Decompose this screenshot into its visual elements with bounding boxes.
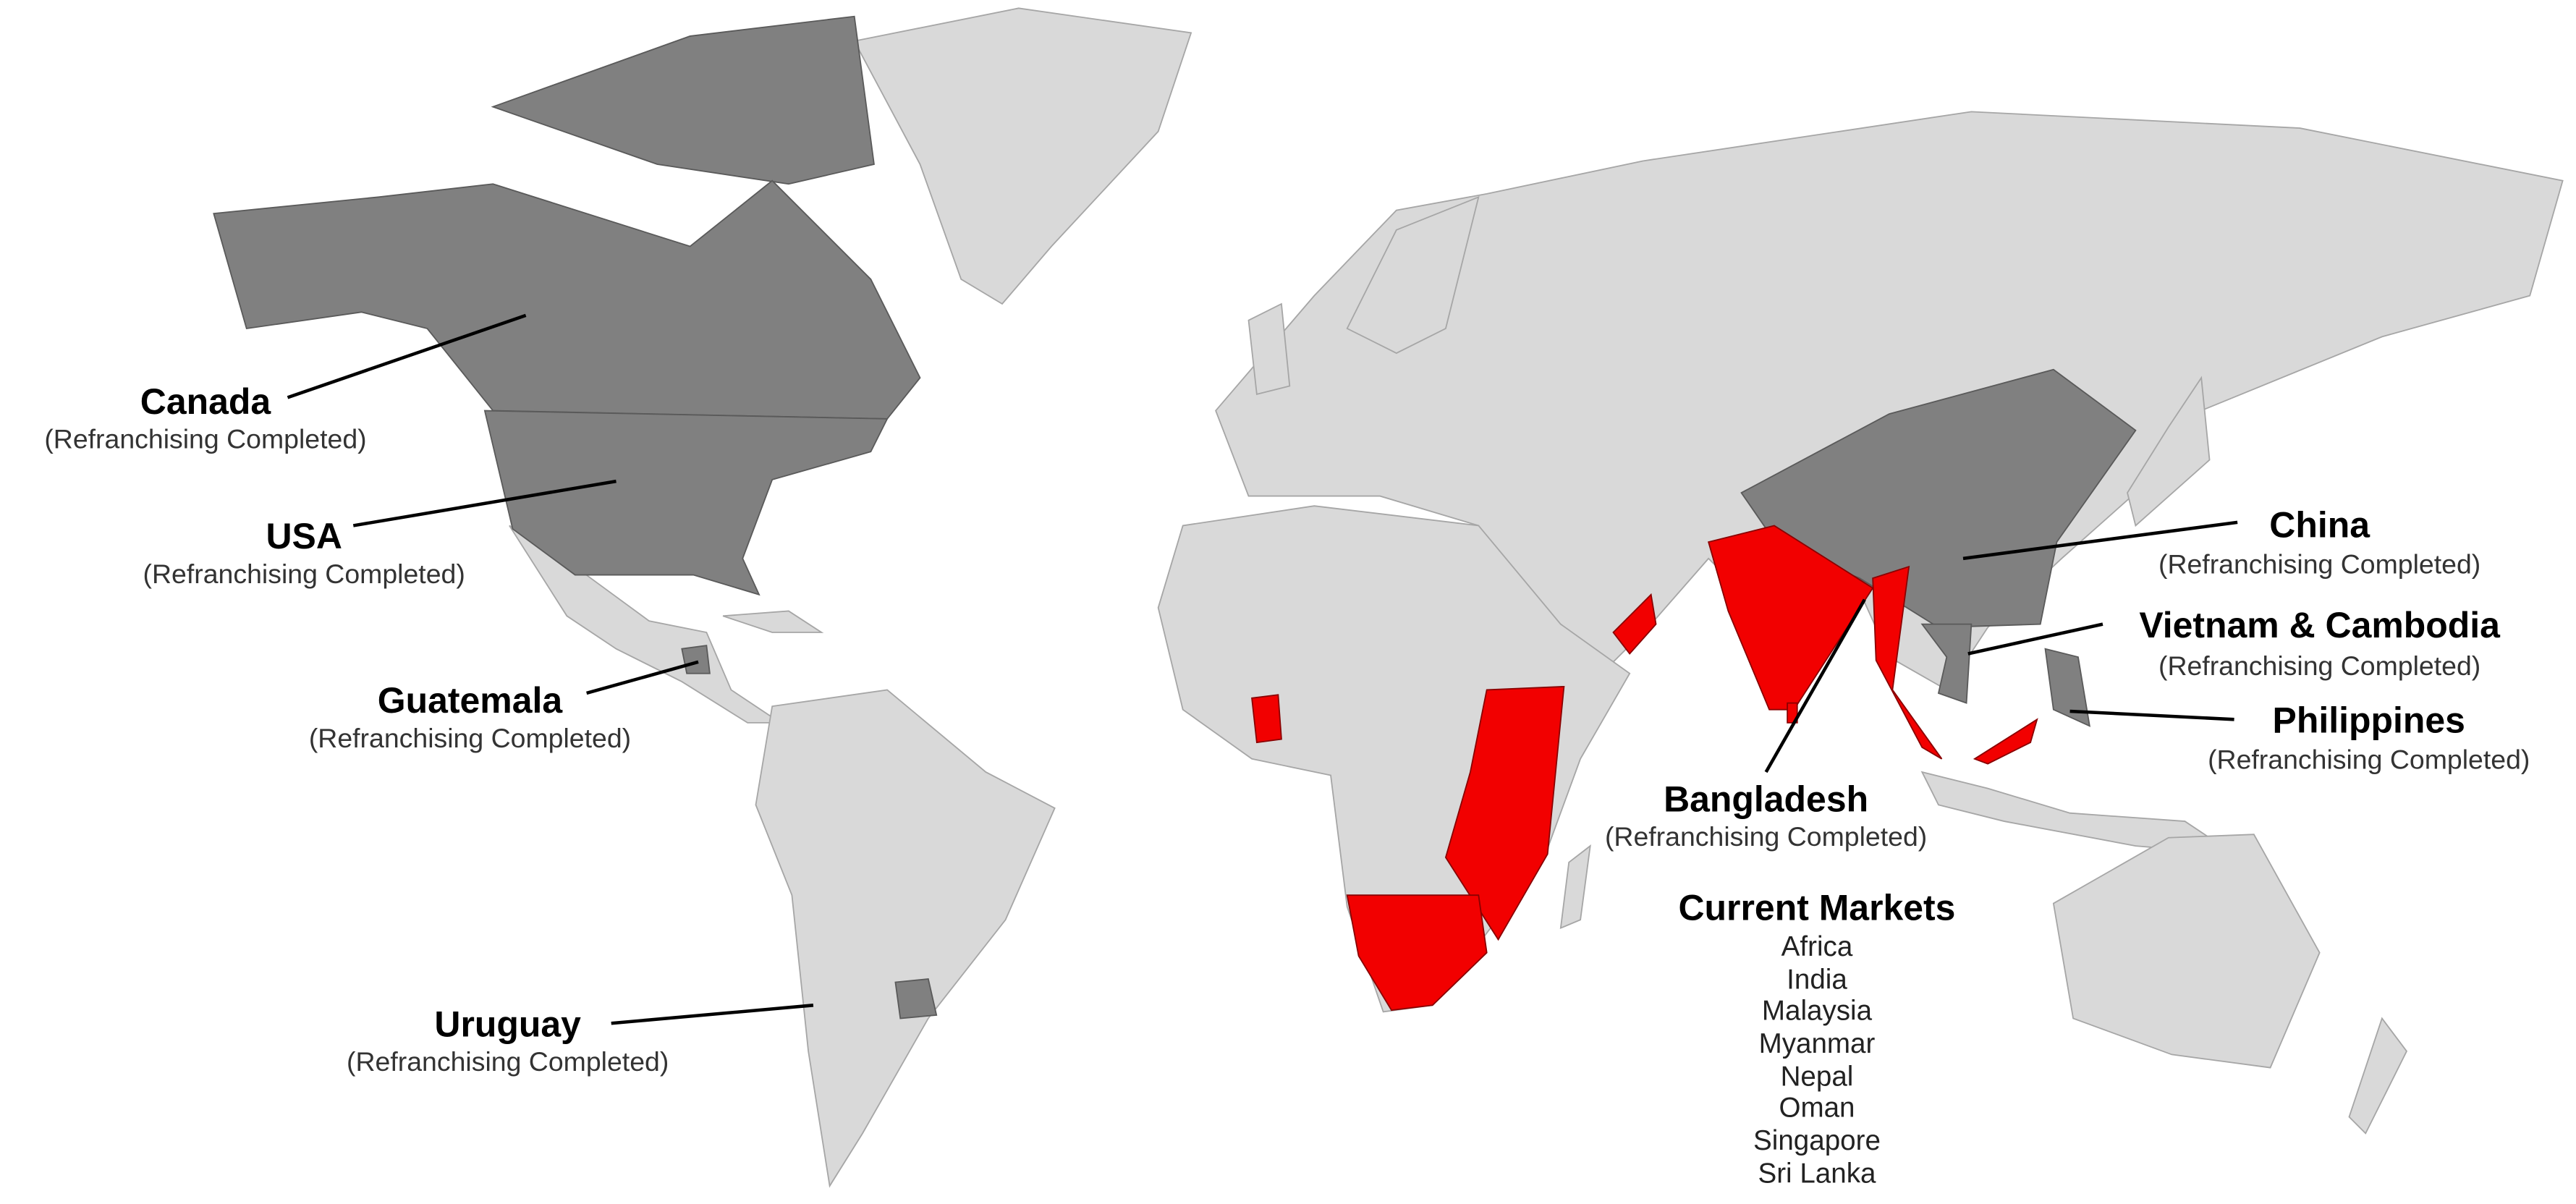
sri-lanka [1787,702,1798,724]
label-status: (Refranchising Completed) [44,424,366,454]
label-canada: Canada (Refranchising Completed) [44,381,366,454]
ghana [1251,694,1282,744]
market-item: Africa [1781,931,1853,962]
vietnam-leader-line [1967,622,2103,656]
malaysia [1973,718,2038,765]
new-zealand [2348,1017,2408,1135]
market-item: Oman [1779,1093,1855,1124]
label-name: USA [266,516,342,556]
label-status: (Refranchising Completed) [347,1046,669,1077]
label-name: Uruguay [434,1004,581,1044]
canada-arctic-islands [491,15,875,185]
label-name: Vietnam & Cambodia [2139,605,2501,645]
label-vietnam-cambodia: Vietnam & Cambodia (Refranchising Comple… [2139,605,2501,681]
usa [483,410,889,596]
market-item: India [1787,965,1847,996]
market-item: Sri Lanka [1758,1158,1876,1189]
market-item: Nepal [1781,1061,1854,1093]
label-name: China [2269,504,2370,545]
label-status: (Refranchising Completed) [2158,548,2480,579]
label-name: Bangladesh [1664,779,1868,819]
caribbean [722,610,824,633]
uruguay-leader-line [611,1004,814,1025]
uruguay [894,978,938,1019]
east-africa [1444,685,1565,941]
label-status: (Refranchising Completed) [1605,821,1927,852]
current-market-countries [1251,525,2038,1012]
label-guatemala: Guatemala (Refranchising Completed) [309,680,631,753]
label-status: (Refranchising Completed) [143,559,465,589]
oman [1612,593,1657,655]
bangladesh-leader-line [1764,598,1866,773]
usa-leader-line [352,479,617,527]
label-status: (Refranchising Completed) [2158,650,2480,681]
scandinavia [1346,195,1480,355]
australia [2052,834,2321,1069]
guatemala [681,645,711,674]
label-china: China (Refranchising Completed) [2158,504,2480,579]
current-markets-legend: Current Markets Africa India Malaysia My… [1678,887,1955,1189]
label-status: (Refranchising Completed) [309,723,631,753]
southern-africa [1346,894,1488,1012]
label-name: Philippines [2273,700,2465,740]
philippines-leader-line [2069,709,2234,721]
vietnam-cambodia [1920,623,1973,704]
market-item: Singapore [1753,1125,1881,1156]
label-philippines: Philippines (Refranchising Completed) [2208,700,2530,774]
guatemala-leader-line [586,660,699,695]
label-uruguay: Uruguay (Refranchising Completed) [347,1004,669,1077]
philippines [2044,648,2090,727]
south-america [755,689,1056,1188]
canada-leader-line [287,313,527,399]
japan [2127,376,2211,527]
label-name: Guatemala [378,680,564,721]
label-usa: USA (Refranchising Completed) [143,516,465,589]
myanmar-thailand [1872,565,1943,760]
madagascar [1559,844,1591,930]
refranchised-countries [213,15,2137,1019]
label-bangladesh: Bangladesh (Refranchising Completed) [1605,779,1927,852]
other-countries [509,7,2564,1188]
market-item: Myanmar [1759,1028,1876,1059]
canada-alaska [213,179,921,420]
label-status: (Refranchising Completed) [2208,744,2530,774]
greenland [853,7,1192,305]
label-name: Canada [140,381,272,422]
uk [1247,302,1291,395]
china-leader-line [1962,520,2238,561]
current-markets-title: Current Markets [1678,887,1955,928]
market-item: Malaysia [1762,996,1873,1027]
